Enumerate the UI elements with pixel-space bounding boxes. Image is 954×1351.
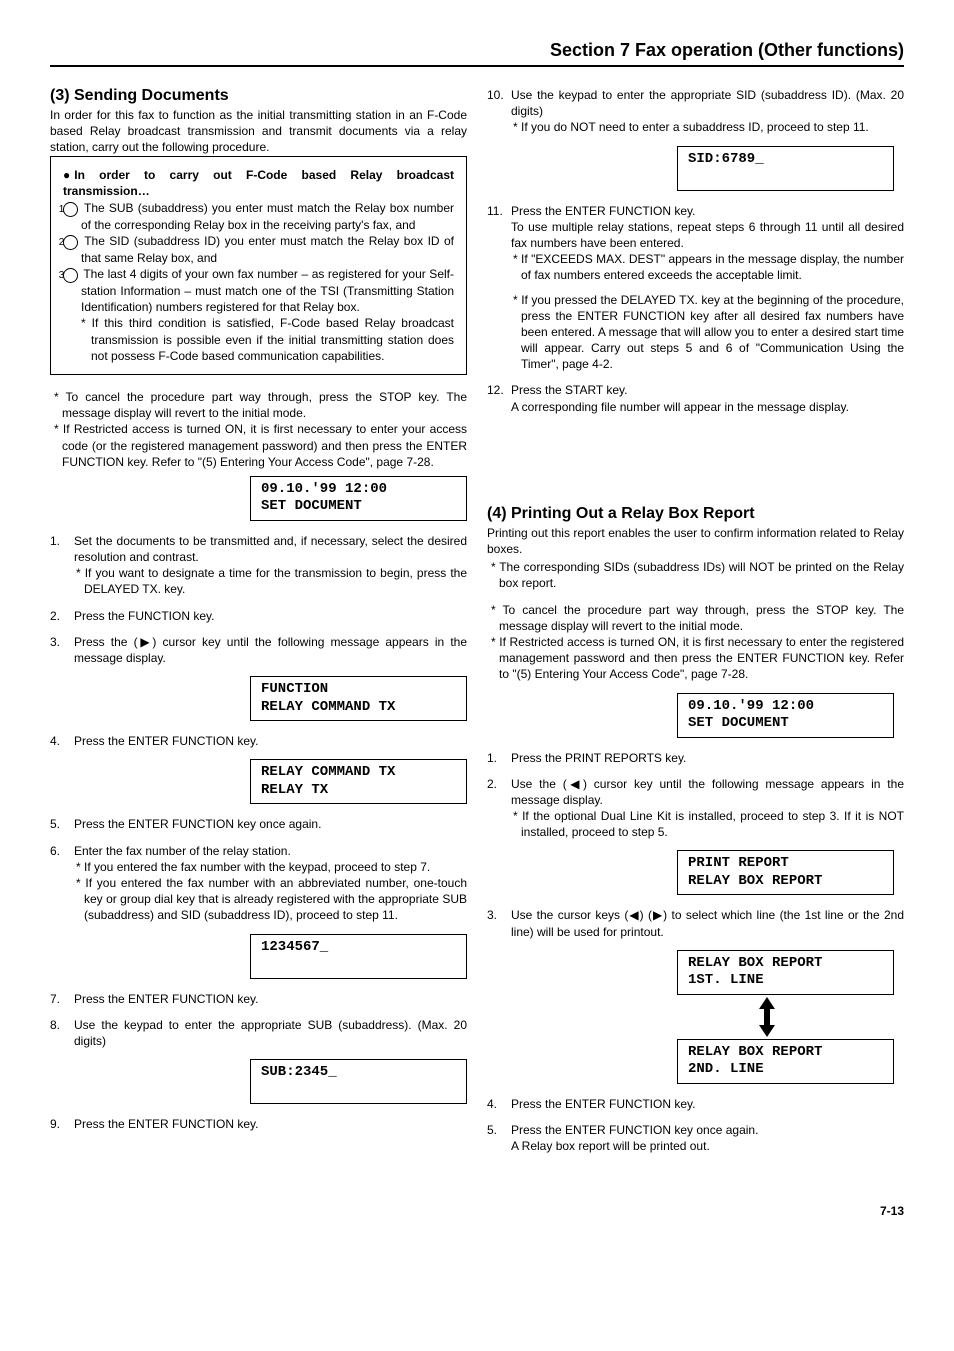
step-6-sub2: * If you entered the fax number with an …: [74, 875, 467, 924]
section-4-title: (4) Printing Out a Relay Box Report: [487, 505, 904, 523]
circled-1-icon: 1: [63, 202, 78, 217]
note-cancel: * To cancel the procedure part way throu…: [50, 389, 467, 421]
step-6-sub1: * If you entered the fax number with the…: [74, 859, 467, 875]
step-8: 8.Use the keypad to enter the appropriat…: [50, 1017, 467, 1049]
print-step-2-sub: * If the optional Dual Line Kit is insta…: [511, 808, 904, 840]
step-6: 6.Enter the fax number of the relay stat…: [50, 843, 467, 924]
lcd-display-5: SUB:2345_: [250, 1059, 467, 1104]
content-columns: (3) Sending Documents In order for this …: [50, 87, 904, 1164]
step-4: 4.Press the ENTER FUNCTION key.: [50, 733, 467, 749]
note-4c: * If Restricted access is turned ON, it …: [487, 634, 904, 683]
page-number: 7-13: [50, 1204, 904, 1218]
section-3-intro: In order for this fax to function as the…: [50, 107, 467, 156]
lcd-display-1: 09.10.'99 12:00 SET DOCUMENT: [250, 476, 467, 521]
box-item-1: The SUB (subaddress) you enter must matc…: [81, 201, 454, 232]
box-item-2: The SID (subaddress ID) you enter must m…: [81, 234, 454, 265]
step-1-sub: * If you want to designate a time for th…: [74, 565, 467, 597]
step-12: 12. Press the START key. A corresponding…: [487, 382, 904, 414]
lcd-display-9: RELAY BOX REPORT 1ST. LINE: [677, 950, 894, 995]
section-4-intro: Printing out this report enables the use…: [487, 525, 904, 557]
note-restricted: * If Restricted access is turned ON, it …: [50, 421, 467, 470]
print-step-3: 3.Use the cursor keys (◀) (▶) to select …: [487, 907, 904, 939]
print-step-1: 1.Press the PRINT REPORTS key.: [487, 750, 904, 766]
step-7: 7.Press the ENTER FUNCTION key.: [50, 991, 467, 1007]
step-2: 2.Press the FUNCTION key.: [50, 608, 467, 624]
section-3-title: (3) Sending Documents: [50, 87, 467, 105]
print-step-5: 5. Press the ENTER FUNCTION key once aga…: [487, 1122, 904, 1154]
lcd-display-8: PRINT REPORT RELAY BOX REPORT: [677, 850, 894, 895]
relay-conditions-box: ●In order to carry out F-Code based Rela…: [50, 156, 467, 375]
circled-3-icon: 3: [63, 268, 78, 283]
step-11-sub2: * If you pressed the DELAYED TX. key at …: [511, 292, 904, 373]
up-down-arrow-icon: [669, 997, 864, 1037]
lcd-display-10: RELAY BOX REPORT 2ND. LINE: [677, 1039, 894, 1084]
lcd-display-6: SID:6789_: [677, 146, 894, 191]
pre-notes: * To cancel the procedure part way throu…: [50, 389, 467, 470]
lcd-display-3: RELAY COMMAND TX RELAY TX: [250, 759, 467, 804]
box-item-3-sub: * If this third condition is satisfied, …: [63, 315, 454, 364]
step-11: 11. Press the ENTER FUNCTION key. To use…: [487, 203, 904, 373]
lcd-display-7: 09.10.'99 12:00 SET DOCUMENT: [677, 693, 894, 738]
step-10: 10.Use the keypad to enter the appropria…: [487, 87, 904, 136]
section-4-notes-b: * To cancel the procedure part way throu…: [487, 602, 904, 683]
right-column: 10.Use the keypad to enter the appropria…: [487, 87, 904, 1164]
step-3: 3.Press the (▶) cursor key until the fol…: [50, 634, 467, 666]
step-11-sub1: * If "EXCEEDS MAX. DEST" appears in the …: [511, 251, 904, 283]
left-column: (3) Sending Documents In order for this …: [50, 87, 467, 1164]
step-1: 1.Set the documents to be transmitted an…: [50, 533, 467, 598]
section-4-notes-a: * The corresponding SIDs (subaddress IDs…: [487, 559, 904, 591]
lcd-display-2: FUNCTION RELAY COMMAND TX: [250, 676, 467, 721]
print-step-2: 2.Use the (◀) cursor key until the follo…: [487, 776, 904, 841]
box-item-3: The last 4 digits of your own fax number…: [81, 267, 454, 314]
step-9: 9.Press the ENTER FUNCTION key.: [50, 1116, 467, 1132]
print-step-4: 4.Press the ENTER FUNCTION key.: [487, 1096, 904, 1112]
step-5: 5.Press the ENTER FUNCTION key once agai…: [50, 816, 467, 832]
step-10-sub: * If you do NOT need to enter a subaddre…: [511, 119, 904, 135]
page-header: Section 7 Fax operation (Other functions…: [50, 40, 904, 67]
lcd-display-4: 1234567_: [250, 934, 467, 979]
circled-2-icon: 2: [63, 235, 78, 250]
box-title: In order to carry out F-Code based Relay…: [63, 168, 454, 199]
note-4a: * The corresponding SIDs (subaddress IDs…: [487, 559, 904, 591]
note-4b: * To cancel the procedure part way throu…: [487, 602, 904, 634]
